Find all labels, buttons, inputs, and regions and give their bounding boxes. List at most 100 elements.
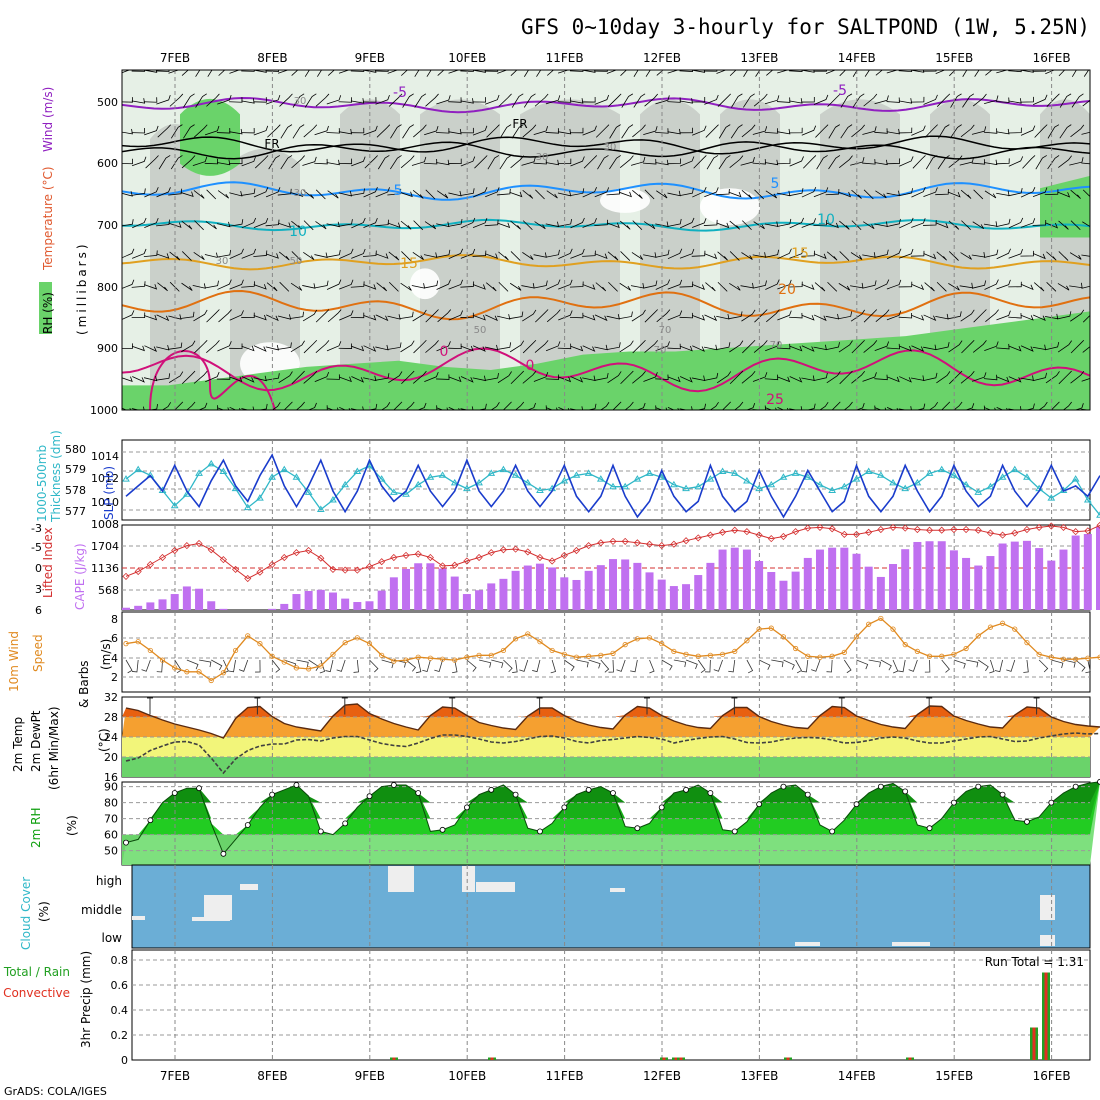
- wind-barb: [594, 187, 610, 198]
- date-label-bottom: 16FEB: [1033, 1069, 1071, 1083]
- wind-barb: [852, 93, 865, 108]
- wind-barb: [476, 403, 487, 410]
- lifted-index-point: [974, 526, 982, 534]
- wind10m-barb: [856, 659, 869, 670]
- wind-barb: [400, 70, 408, 76]
- wind10m-barb: [588, 659, 601, 669]
- tick-label: 580: [65, 443, 86, 456]
- wind10m-label-2: Speed: [31, 634, 45, 672]
- cape-bar: [195, 588, 204, 610]
- cape-bar: [694, 575, 703, 610]
- wind-barb: [533, 280, 548, 289]
- lifted-index-point: [962, 525, 970, 534]
- wind-barb: [753, 340, 768, 353]
- wind-barb: [181, 220, 193, 230]
- wind-barb: [413, 124, 427, 138]
- wind10m-point: [512, 636, 519, 642]
- wind-barb: [644, 309, 658, 323]
- minmax-bar: [341, 697, 348, 715]
- minmax-bar: [838, 697, 845, 715]
- rh-clear: [410, 268, 440, 300]
- thickness-point: [718, 467, 727, 474]
- wind-barb: [510, 70, 518, 76]
- cape-label: CAPE (J/kg): [73, 543, 87, 610]
- wind10m-barb: [924, 659, 931, 673]
- wind10m-point: [914, 648, 920, 655]
- wind-barb: [122, 97, 133, 103]
- lifted-index-point: [999, 531, 1007, 539]
- tick-label: 6: [111, 632, 118, 645]
- wind-barb: [144, 125, 159, 136]
- wind-barb: [825, 222, 839, 229]
- date-label-top: 11FEB: [546, 51, 584, 65]
- date-label-bottom: 8FEB: [257, 1069, 287, 1083]
- rh2m-point: [196, 785, 202, 792]
- date-label-bottom: 10FEB: [448, 1069, 486, 1083]
- tick-label: 0: [121, 1054, 128, 1067]
- wind-barb: [973, 189, 984, 200]
- wind-barb: [801, 283, 815, 291]
- tick-label: 0: [35, 562, 42, 575]
- wind-barb: [314, 125, 329, 136]
- wind10m-barb: [228, 659, 236, 673]
- wind-barb: [910, 70, 925, 73]
- wind-barb: [766, 309, 780, 323]
- cloud-block: [1040, 935, 1055, 946]
- lifted-index-point: [426, 553, 434, 562]
- wind-barb: [367, 403, 378, 410]
- thickness-point: [962, 480, 970, 488]
- lifted-index-line: [122, 521, 1100, 583]
- wind-barb: [777, 248, 792, 260]
- lifted-index-point: [146, 560, 154, 569]
- rh2m-point: [999, 791, 1006, 798]
- cape-bar: [803, 557, 812, 610]
- wind-barb: [729, 70, 737, 77]
- cape-bar: [657, 579, 666, 610]
- temperature-contour: [149, 350, 276, 410]
- tick-label: 0.6: [111, 979, 129, 992]
- wind-barb: [838, 283, 851, 291]
- wind-barb: [679, 188, 694, 197]
- minmax-bar: [926, 697, 933, 715]
- wind-barb: [886, 248, 902, 260]
- wind10m-point: [707, 652, 714, 658]
- wind10m-barb: [211, 659, 223, 671]
- wind-barb: [850, 252, 863, 260]
- lifted-index-point: [195, 539, 203, 548]
- wind-barb: [960, 309, 975, 322]
- wind-barb: [1020, 283, 1034, 291]
- wind-barb: [229, 310, 244, 321]
- cape-bar: [523, 565, 532, 610]
- wind-barb: [983, 128, 998, 134]
- wind-barb: [729, 155, 744, 168]
- contour-label: -5: [393, 85, 407, 101]
- wind-barb: [898, 70, 913, 73]
- wind-barb: [122, 128, 133, 135]
- wind-barb: [460, 217, 476, 229]
- wind-barb: [363, 218, 378, 228]
- wind-barb: [643, 221, 656, 230]
- wind-barb: [290, 340, 305, 353]
- precip-bar-convective: [786, 1057, 790, 1060]
- wind-barb: [996, 97, 1010, 103]
- wind-barb: [594, 219, 609, 227]
- wind-barb: [1008, 248, 1023, 259]
- wind-barb: [307, 402, 317, 410]
- minmax-bar: [536, 697, 543, 715]
- wind-barb: [984, 249, 999, 258]
- wind10m-barb: [296, 659, 309, 668]
- wind-barb: [266, 314, 279, 322]
- wind-barb: [291, 220, 302, 230]
- rh-label: RH (%): [41, 292, 55, 334]
- wind-barb: [253, 97, 267, 103]
- wind-barb: [825, 342, 840, 351]
- wind10m-point: [646, 635, 653, 641]
- wind-barb: [229, 343, 243, 349]
- thickness-point: [828, 486, 837, 493]
- wind-barb: [314, 280, 329, 289]
- wind10m-point: [269, 653, 275, 659]
- wind-barb: [350, 281, 365, 288]
- wind10m-barb: [965, 659, 979, 668]
- wind10m-barb: [491, 659, 504, 668]
- wind10m-point: [293, 665, 300, 671]
